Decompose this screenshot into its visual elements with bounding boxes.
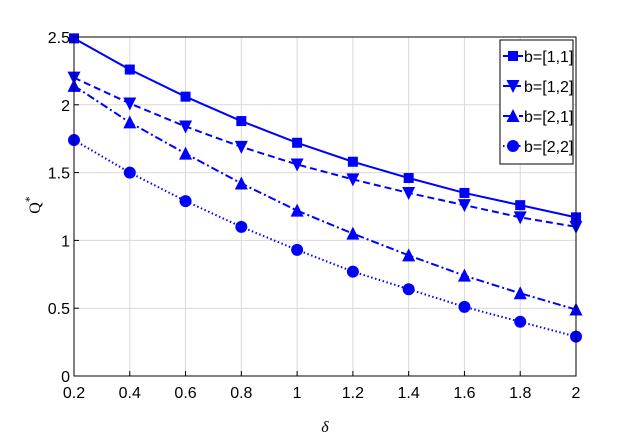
data-point <box>458 300 471 313</box>
data-point <box>515 200 526 211</box>
data-point <box>123 115 137 129</box>
data-point <box>290 158 304 172</box>
x-tick-label: 0.8 <box>230 385 252 402</box>
y-axis-label: Q* <box>22 196 44 214</box>
data-point <box>236 116 247 127</box>
data-point <box>234 176 248 190</box>
legend-label: b=[2,1] <box>524 109 573 126</box>
x-tick-label: 0.2 <box>63 385 85 402</box>
series-triangle-up <box>67 78 583 316</box>
data-point <box>459 187 470 198</box>
x-tick-label: 1.2 <box>342 385 364 402</box>
data-point <box>346 265 359 278</box>
data-point <box>402 186 416 200</box>
series-line <box>73 76 577 228</box>
data-point <box>347 156 358 167</box>
legend-label: b=[2,2] <box>524 139 573 156</box>
y-axis-label-main: Q <box>27 202 44 214</box>
x-tick-label: 1 <box>293 385 302 402</box>
tick-labels: 0.2 0.4 0.6 0.8 1 1.2 1.4 1.6 1.8 2 0 0.5 1 1.5 2 2.5 <box>48 30 581 402</box>
series-line <box>73 84 577 311</box>
y-tick-label: 2.5 <box>48 30 70 47</box>
data-point <box>235 220 248 233</box>
y-tick-label: 0 <box>61 369 70 386</box>
data-point <box>457 268 471 282</box>
data-point <box>291 243 304 256</box>
data-point <box>402 283 415 296</box>
legend-marker <box>507 140 519 152</box>
data-point <box>123 97 137 111</box>
x-tick-label: 1.8 <box>509 385 531 402</box>
data-point <box>179 120 193 134</box>
data-point <box>124 64 135 75</box>
data-point <box>123 166 136 179</box>
legend: b=[1,1] b=[1,2] b=[2,1] b=[2,2] <box>499 39 574 165</box>
x-tick-label: 1.4 <box>398 385 420 402</box>
plot-area <box>74 37 576 376</box>
data-point <box>402 248 416 262</box>
y-axis-label-superscript: * <box>22 196 36 202</box>
y-tick-label: 1.5 <box>48 166 70 183</box>
data-point <box>290 203 304 217</box>
data-point <box>513 286 527 300</box>
plot-frame <box>73 36 577 377</box>
data-point <box>403 173 414 184</box>
x-tick-label: 0.6 <box>174 385 196 402</box>
y-tick-label: 1 <box>61 233 70 250</box>
data-point <box>346 226 360 240</box>
data-point <box>457 199 471 213</box>
data-point <box>179 195 192 208</box>
data-point <box>514 315 527 328</box>
y-tick-label: 0.5 <box>48 301 70 318</box>
legend-marker <box>506 80 520 93</box>
data-point <box>513 211 527 225</box>
legend-marker <box>508 51 518 61</box>
legend-label: b=[1,1] <box>524 49 573 66</box>
series-line <box>73 37 577 219</box>
x-tick-label: 2 <box>572 385 581 402</box>
legend-label: b=[1,2] <box>524 79 573 96</box>
data-point <box>179 146 193 160</box>
y-tick-label: 2 <box>61 98 70 115</box>
data-point <box>234 140 248 154</box>
x-tick-label: 1.6 <box>453 385 475 402</box>
tick-marks <box>73 36 577 377</box>
data-point <box>346 173 360 187</box>
legend-marker <box>506 109 520 122</box>
x-axis-label: δ <box>321 419 329 436</box>
data-point <box>292 137 303 148</box>
x-tick-label: 0.4 <box>119 385 141 402</box>
data-point <box>180 91 191 102</box>
